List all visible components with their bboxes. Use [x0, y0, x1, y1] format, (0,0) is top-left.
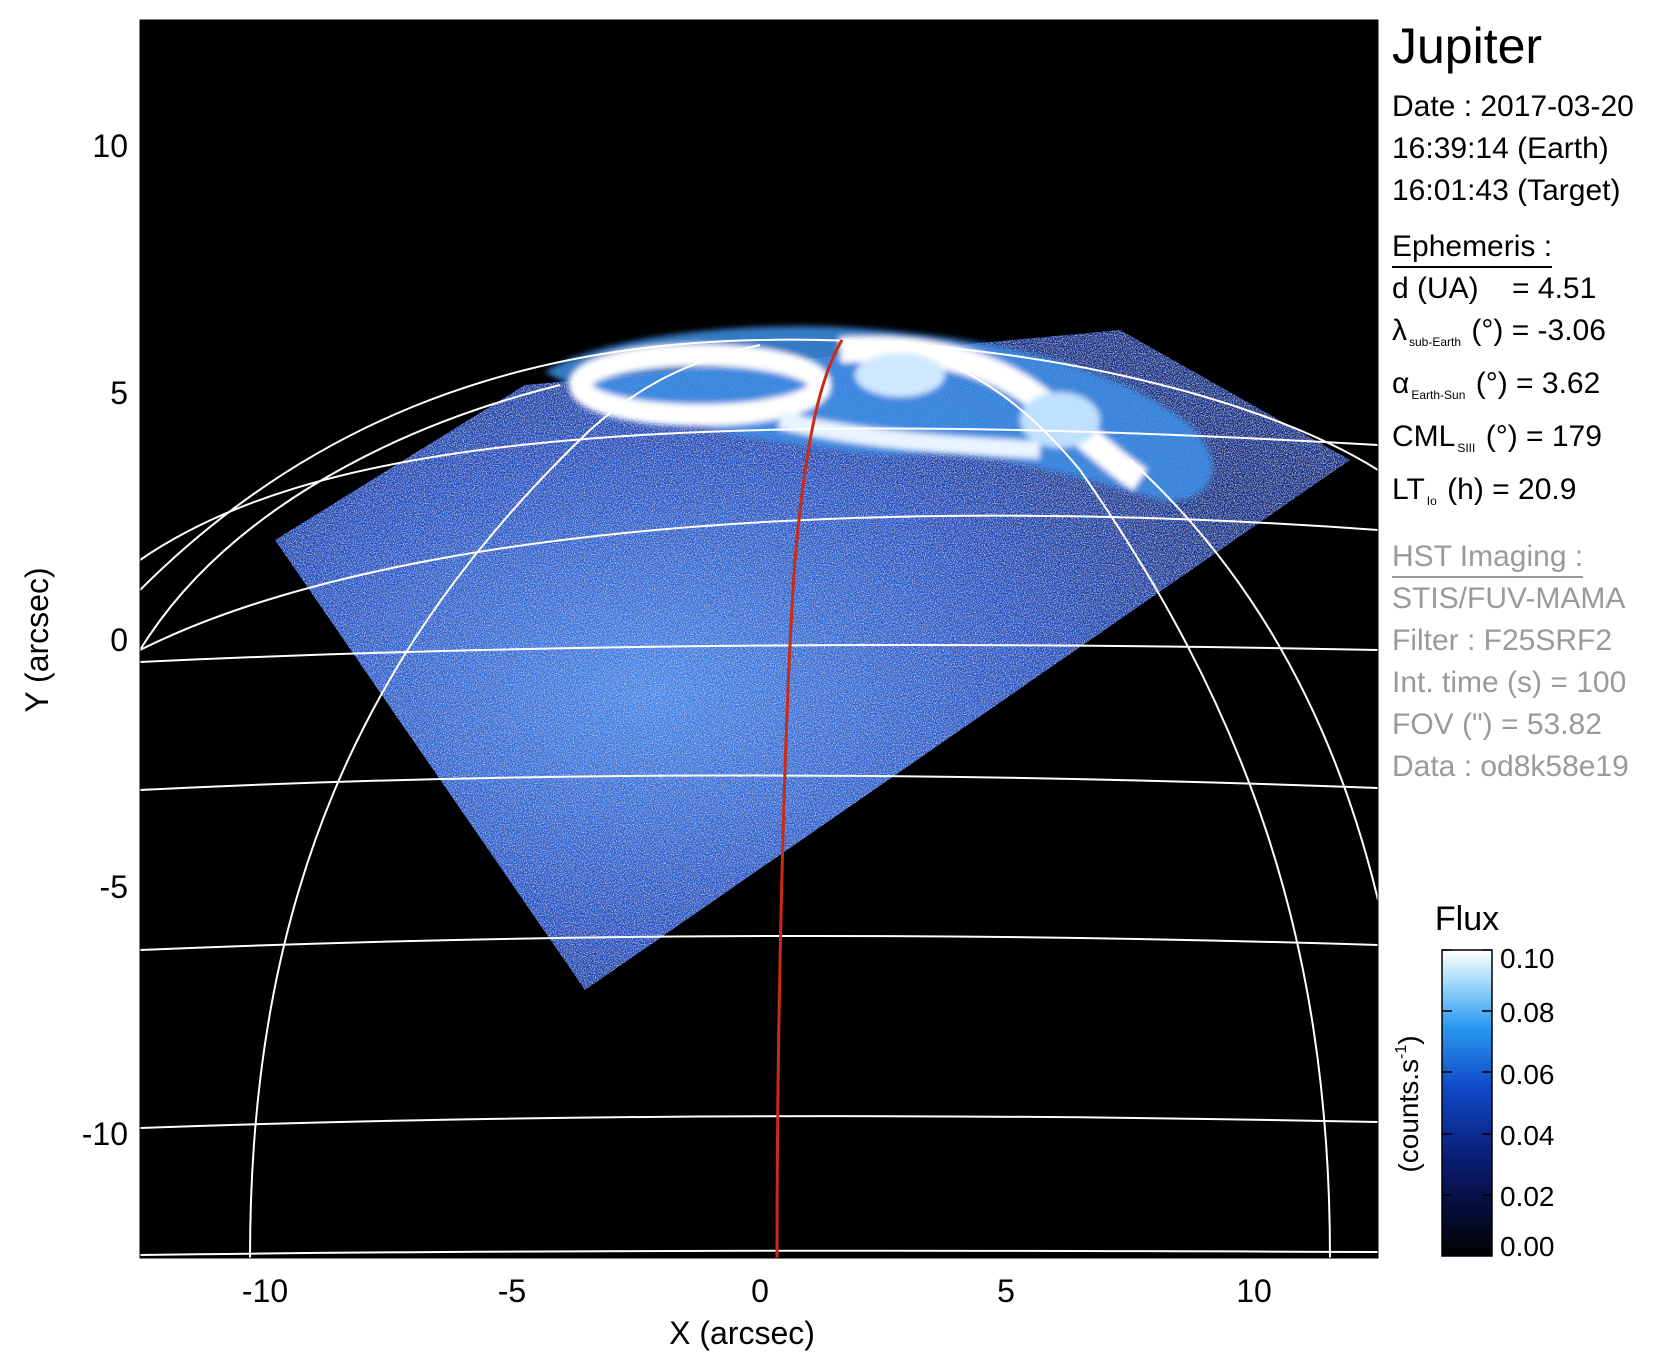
central-meridian [775, 339, 844, 1258]
distance-row: d (UA) = 4.51 [1392, 272, 1597, 305]
hst-int-time: Int. time (s) = 100 [1392, 666, 1627, 699]
sub-earth-latitude-row: λ sub-Earth (°) = -3.06 [1392, 314, 1606, 349]
parallel [140, 1249, 1378, 1256]
colorbar-tick-label: 0.00 [1500, 1231, 1555, 1262]
date-line: Date : 2017-03-20 [1392, 90, 1634, 123]
ephemeris-heading: Ephemeris : [1392, 228, 1553, 268]
colorbar-tick-label: 0.10 [1500, 943, 1555, 974]
hst-heading: HST Imaging : [1392, 538, 1584, 578]
earth-time: 16:39:14 (Earth) [1392, 132, 1609, 165]
aurora-emission [545, 326, 1213, 501]
target-title: Jupiter [1392, 18, 1543, 74]
parallel [140, 1115, 1378, 1129]
parallel [140, 427, 1378, 561]
x-tick-label: -10 [242, 1273, 288, 1309]
local-time-row: LT Io (h) = 20.9 [1392, 473, 1577, 508]
y-tick-label: 0 [110, 622, 128, 658]
hst-data-id: Data : od8k58e19 [1392, 750, 1629, 783]
y-tick-label: 10 [92, 128, 128, 164]
detector-footprint [275, 330, 1350, 990]
hst-fov: FOV (") = 53.82 [1392, 708, 1602, 741]
hst-instrument: STIS/FUV-MAMA [1392, 582, 1626, 615]
parallel [140, 934, 1378, 951]
info-panel: Jupiter Date : 2017-03-20 16:39:14 (Eart… [1392, 16, 1672, 788]
hst-filter: Filter : F25SRF2 [1392, 624, 1613, 657]
x-tick-label: 5 [997, 1273, 1015, 1309]
x-tick-label: -5 [498, 1273, 526, 1309]
phase-angle-row: α Earth-Sun (°) = 3.62 [1392, 367, 1601, 402]
meridian [140, 384, 561, 651]
colorbar [1441, 949, 1493, 1257]
colorbar-title: Flux [1435, 900, 1499, 938]
colorbar-tick-label: 0.02 [1500, 1181, 1555, 1212]
y-axis-title: Y (arcsec) [19, 567, 55, 712]
meridian [899, 344, 1331, 1258]
y-tick-label: -5 [100, 869, 128, 905]
y-tick-label: -10 [82, 1116, 128, 1152]
plot-frame [139, 19, 1379, 1259]
colorbar-unit-label: (counts.s-1) [1393, 1035, 1424, 1172]
cml-row: CML SIII (°) = 179 [1392, 420, 1602, 455]
target-time: 16:01:43 (Target) [1392, 174, 1621, 207]
planet-grid [140, 338, 1378, 1258]
meridian [1129, 459, 1378, 901]
limb [140, 338, 1378, 591]
colorbar-tick-label: 0.04 [1500, 1120, 1555, 1151]
meridian [249, 344, 761, 1258]
x-tick-label: 10 [1236, 1273, 1272, 1309]
colorbar-ticks [1442, 949, 1492, 1196]
y-tick-label: 5 [110, 375, 128, 411]
parallel [140, 774, 1378, 791]
parallel [140, 643, 1378, 663]
x-tick-label: 0 [751, 1273, 769, 1309]
colorbar-tick-label: 0.06 [1500, 1059, 1555, 1090]
colorbar-tick-label: 0.08 [1500, 997, 1555, 1028]
parallel [140, 514, 1378, 651]
x-axis-title: X (arcsec) [669, 1315, 815, 1351]
